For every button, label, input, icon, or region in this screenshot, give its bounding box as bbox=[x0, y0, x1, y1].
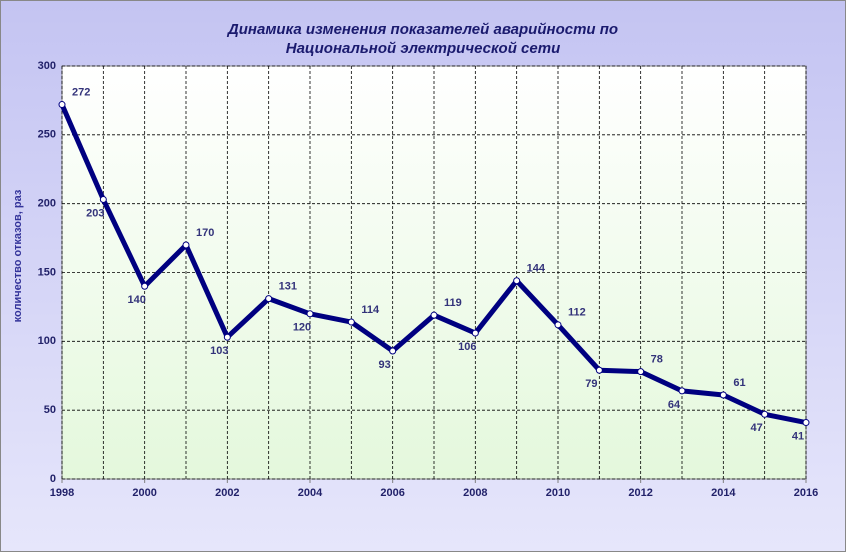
x-tick-label: 2016 bbox=[794, 487, 818, 499]
data-point bbox=[513, 277, 521, 285]
data-label: 272 bbox=[72, 86, 90, 98]
data-point bbox=[637, 368, 645, 376]
data-point bbox=[678, 387, 686, 395]
y-tick-label: 200 bbox=[38, 198, 56, 210]
data-point bbox=[182, 241, 190, 249]
data-label: 119 bbox=[444, 297, 462, 309]
data-point bbox=[99, 196, 107, 204]
data-point bbox=[430, 311, 438, 319]
data-label: 170 bbox=[196, 227, 214, 239]
y-tick-label: 150 bbox=[38, 266, 56, 278]
data-point bbox=[223, 333, 231, 341]
data-point bbox=[761, 410, 769, 418]
data-point bbox=[265, 295, 273, 303]
data-point bbox=[471, 329, 479, 337]
data-label: 131 bbox=[279, 281, 297, 293]
data-label: 112 bbox=[568, 307, 586, 319]
data-label: 114 bbox=[361, 304, 380, 316]
data-point bbox=[802, 419, 810, 427]
y-tick-label: 250 bbox=[38, 129, 56, 141]
x-tick-label: 2006 bbox=[380, 487, 404, 499]
data-label: 93 bbox=[379, 359, 391, 371]
y-axis-title: количество отказов, раз bbox=[12, 189, 24, 322]
data-point bbox=[141, 282, 149, 290]
data-label: 64 bbox=[668, 399, 681, 411]
data-label: 203 bbox=[86, 207, 104, 219]
x-tick-label: 2002 bbox=[215, 487, 239, 499]
data-label: 120 bbox=[293, 322, 311, 334]
data-point bbox=[347, 318, 355, 326]
y-tick-label: 300 bbox=[38, 60, 56, 72]
data-point bbox=[595, 366, 603, 374]
data-label: 106 bbox=[458, 341, 476, 353]
data-point bbox=[389, 347, 397, 355]
x-tick-label: 2008 bbox=[463, 487, 487, 499]
data-label: 61 bbox=[733, 377, 745, 389]
data-label: 140 bbox=[127, 294, 145, 306]
data-label: 47 bbox=[751, 422, 763, 434]
data-label: 78 bbox=[651, 354, 663, 366]
chart-title: Национальной электрической сети bbox=[286, 40, 560, 57]
data-point bbox=[306, 310, 314, 318]
y-tick-label: 0 bbox=[50, 473, 56, 485]
x-tick-label: 2010 bbox=[546, 487, 570, 499]
x-tick-label: 2000 bbox=[132, 487, 156, 499]
y-tick-label: 50 bbox=[44, 404, 56, 416]
x-tick-label: 1998 bbox=[50, 487, 74, 499]
x-tick-label: 2004 bbox=[298, 487, 323, 499]
data-label: 41 bbox=[792, 430, 804, 442]
x-tick-label: 2014 bbox=[711, 487, 736, 499]
x-tick-label: 2012 bbox=[628, 487, 652, 499]
data-point bbox=[554, 321, 562, 329]
data-point bbox=[719, 391, 727, 399]
chart-title: Динамика изменения показателей аварийнос… bbox=[226, 21, 618, 38]
y-tick-label: 100 bbox=[38, 335, 56, 347]
data-label: 144 bbox=[527, 263, 546, 275]
data-label: 79 bbox=[585, 378, 597, 390]
data-point bbox=[58, 101, 66, 109]
data-label: 103 bbox=[210, 345, 228, 357]
